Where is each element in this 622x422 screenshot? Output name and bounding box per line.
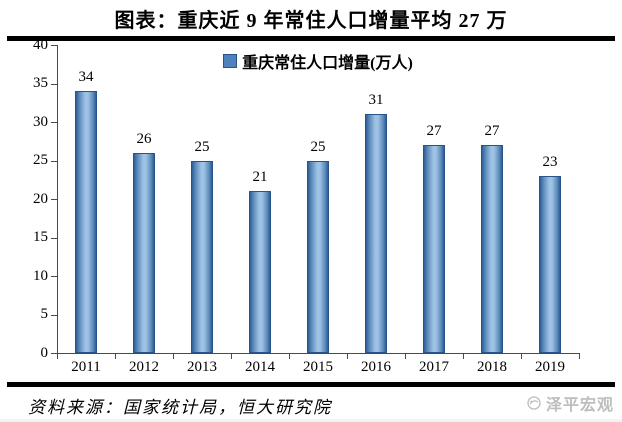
y-axis-label: 25 [33,152,48,168]
y-axis-label: 5 [40,306,49,322]
source-note: 资料来源：国家统计局，恒大研究院 [28,398,332,417]
y-tick [51,83,57,85]
bar [191,160,213,353]
y-tick [51,199,57,200]
y-axis-label: 30 [33,113,48,130]
y-tick [51,45,57,46]
y-tick [51,314,57,316]
x-axis-label: 2015 [303,359,333,375]
bar [75,91,97,353]
title-divider [7,36,615,41]
y-axis-label: 20 [33,190,48,207]
bar-value-label: 27 [484,123,500,140]
y-tick [51,122,57,123]
x-tick [289,354,290,359]
y-tick [51,276,57,277]
y-tick [51,353,57,354]
zeping-logo-icon [527,396,541,410]
x-axis-label: 2017 [419,359,449,375]
figure-title: 图表：重庆近 9 年常住人口增量平均 27 万 [114,10,508,32]
x-axis-line [57,353,580,354]
y-axis-label: 0 [40,344,49,361]
y-tick [51,237,57,239]
chart-legend: 重庆常住人口增量(万人) [57,52,579,72]
footer-divider [7,382,615,387]
bar [481,145,503,353]
x-tick [347,354,348,359]
y-axis-label: 35 [33,75,48,91]
bar [365,114,387,353]
legend-label: 重庆常住人口增量(万人) [242,55,413,72]
bar-value-label: 27 [426,123,442,140]
y-axis-label: 10 [33,267,48,284]
x-tick [463,354,464,359]
y-axis-line [57,45,58,353]
bar-value-label: 26 [136,130,152,147]
x-tick [521,354,522,359]
bar-value-label: 25 [194,138,210,155]
x-tick [57,354,58,359]
x-axis-label: 2016 [361,359,391,375]
x-axis-label: 2011 [71,359,101,375]
bar-value-label: 21 [252,169,268,186]
image-bottom-edge [0,419,622,422]
bar [423,145,445,353]
bar-value-label: 31 [368,92,384,109]
x-axis-label: 2013 [187,359,217,375]
x-axis-label: 2018 [477,359,507,375]
x-axis-label: 2012 [129,359,159,375]
bar-value-label: 34 [78,69,94,86]
x-tick [115,354,116,359]
watermark-label: 泽平宏观 [545,397,614,414]
bar-value-label: 25 [310,138,326,155]
y-tick [51,160,57,162]
watermark: 泽平宏观 [526,391,614,415]
x-tick [579,354,580,359]
x-tick [231,354,232,359]
x-axis-label: 2019 [535,359,565,375]
bar [307,160,329,353]
y-axis-label: 15 [33,229,48,245]
x-tick [173,354,174,359]
bar [133,152,155,353]
bar-value-label: 23 [542,153,558,170]
x-axis-label: 2014 [245,359,275,375]
bar [249,191,271,353]
y-axis-label: 40 [33,36,48,53]
legend-swatch-icon [223,54,238,68]
x-tick [405,354,406,359]
bar [539,175,561,353]
